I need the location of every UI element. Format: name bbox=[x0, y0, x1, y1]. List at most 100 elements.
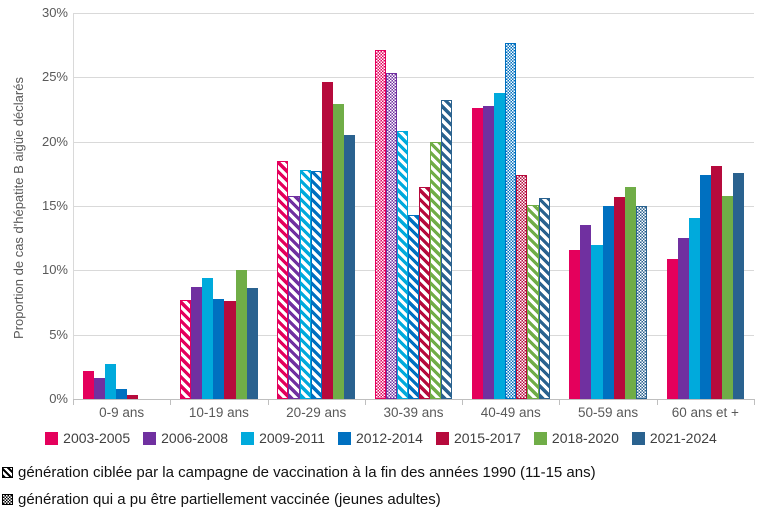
bar-2015-2017-10-19 ans bbox=[224, 301, 236, 399]
y-tick-label: 30% bbox=[41, 5, 68, 20]
bar-2018-2020-20-29 ans bbox=[332, 104, 344, 399]
legend-swatch bbox=[338, 431, 351, 445]
bar-2006-2008-40-49 ans bbox=[483, 105, 495, 399]
y-tick-label: 0% bbox=[49, 391, 68, 406]
y-tick-label: 5% bbox=[49, 326, 68, 342]
legend-label: 2003-2005 bbox=[63, 430, 131, 446]
bar-2009-2011-30-39 ans bbox=[396, 131, 408, 399]
bar-2018-2020-10-19 ans bbox=[235, 270, 247, 399]
diagonal-hatch-icon bbox=[2, 467, 13, 478]
legend-item-2015-2017: 2015-2017 bbox=[435, 430, 521, 446]
x-axis-line bbox=[73, 399, 755, 400]
legend-item-2021-2024: 2021-2024 bbox=[631, 430, 717, 446]
bar-2003-2005-20-29 ans bbox=[277, 160, 289, 399]
x-axis-tick bbox=[73, 400, 74, 405]
y-tick-label: 15% bbox=[41, 198, 68, 213]
bar-2015-2017-50-59 ans bbox=[613, 196, 625, 399]
gridline bbox=[73, 141, 754, 143]
legend-label: 2006-2008 bbox=[161, 430, 229, 446]
bar-2018-2020-30-39 ans bbox=[430, 141, 442, 399]
bar-2009-2011-60 ans et + bbox=[688, 217, 700, 399]
bar-2009-2011-40-49 ans bbox=[494, 92, 506, 399]
legend-item-2012-2014: 2012-2014 bbox=[338, 430, 423, 446]
bar-2012-2014-60 ans et + bbox=[699, 175, 711, 399]
bar-2018-2020-40-49 ans bbox=[527, 204, 539, 399]
bar-2003-2005-60 ans et + bbox=[666, 258, 678, 399]
y-tick-label: 20% bbox=[41, 133, 68, 149]
legend-item-2018-2020: 2018-2020 bbox=[533, 430, 619, 446]
bar-2021-2024-30-39 ans bbox=[441, 100, 453, 399]
bar-2012-2014-20-29 ans bbox=[310, 171, 322, 399]
legend-item-2003-2005: 2003-2005 bbox=[45, 430, 130, 446]
legend-label: 2009-2011 bbox=[259, 430, 325, 446]
bar-2012-2014-30-39 ans bbox=[407, 215, 420, 399]
bar-2009-2011-0-9 ans bbox=[104, 364, 117, 399]
x-category-label: 40-49 ans bbox=[480, 405, 541, 420]
bar-2006-2008-0-9 ans bbox=[93, 378, 105, 399]
footnote: génération qui a pu être partiellement v… bbox=[2, 491, 760, 509]
legend-swatch bbox=[631, 431, 645, 445]
legend-swatch bbox=[241, 431, 255, 445]
legend-label: 2018-2020 bbox=[551, 430, 619, 446]
bar-2021-2024-20-29 ans bbox=[343, 135, 356, 399]
bar-2006-2008-20-29 ans bbox=[288, 195, 300, 399]
legend-item-2006-2008: 2006-2008 bbox=[143, 430, 228, 446]
bar-2012-2014-40-49 ans bbox=[505, 42, 517, 399]
bar-2021-2024-50-59 ans bbox=[635, 206, 647, 399]
bar-2018-2020-50-59 ans bbox=[624, 186, 636, 399]
footnote-text: génération qui a pu être partiellement v… bbox=[18, 491, 441, 508]
bar-2021-2024-60 ans et + bbox=[733, 172, 745, 399]
x-axis-tick bbox=[559, 400, 561, 405]
bar-2006-2008-60 ans et + bbox=[677, 238, 689, 399]
legend: 2003-2005 2006-2008 2009-2011 2012-2014 2015… bbox=[0, 430, 762, 446]
x-category-label: 20-29 ans bbox=[286, 405, 347, 420]
bar-2006-2008-30-39 ans bbox=[385, 73, 397, 399]
legend-swatch bbox=[533, 431, 547, 445]
bar-2015-2017-20-29 ans bbox=[321, 82, 333, 399]
bar-2021-2024-10-19 ans bbox=[246, 288, 258, 399]
bar-2018-2020-60 ans et + bbox=[722, 195, 734, 399]
bar-2006-2008-10-19 ans bbox=[191, 287, 203, 399]
bar-2012-2014-0-9 ans bbox=[116, 388, 128, 399]
x-axis-tick bbox=[170, 400, 172, 405]
y-tick-label: 10% bbox=[41, 262, 68, 278]
bar-2015-2017-60 ans et + bbox=[710, 166, 722, 399]
x-axis-tick bbox=[462, 400, 464, 405]
x-category-label: 0-9 ans bbox=[99, 405, 145, 420]
x-category-label: 50-59 ans bbox=[578, 405, 639, 420]
x-axis-tick bbox=[364, 400, 366, 405]
y-tick-label: 25% bbox=[41, 69, 68, 85]
gridline bbox=[73, 77, 754, 79]
bar-2009-2011-20-29 ans bbox=[299, 169, 311, 399]
gridline bbox=[73, 13, 754, 14]
x-axis-tick bbox=[754, 400, 755, 405]
bar-2003-2005-50-59 ans bbox=[569, 249, 581, 399]
bar-2003-2005-30-39 ans bbox=[374, 50, 386, 399]
bar-2009-2011-10-19 ans bbox=[202, 278, 214, 399]
checker-dots-icon bbox=[2, 494, 13, 505]
bar-2006-2008-50-59 ans bbox=[580, 225, 592, 399]
legend-swatch bbox=[435, 431, 449, 445]
bar-2009-2011-50-59 ans bbox=[591, 244, 603, 399]
bar-2021-2024-40-49 ans bbox=[538, 198, 550, 399]
x-axis-tick bbox=[656, 400, 658, 405]
footnote: génération ciblée par la campagne de vac… bbox=[2, 464, 760, 482]
legend-swatch bbox=[45, 431, 59, 445]
bar-2015-2017-0-9 ans bbox=[127, 395, 139, 399]
x-category-label: 60 ans et + bbox=[671, 405, 739, 420]
gridline bbox=[73, 206, 754, 207]
x-category-label: 30-39 ans bbox=[383, 405, 444, 420]
legend-label: 2021-2024 bbox=[649, 430, 717, 446]
bar-2003-2005-10-19 ans bbox=[180, 299, 192, 399]
footnotes: génération ciblée par la campagne de vac… bbox=[2, 464, 760, 517]
bar-2015-2017-30-39 ans bbox=[419, 186, 431, 399]
legend-item-2009-2011: 2009-2011 bbox=[241, 430, 325, 446]
x-axis-tick bbox=[267, 400, 269, 405]
bar-2003-2005-40-49 ans bbox=[471, 108, 484, 399]
legend-swatch bbox=[143, 431, 157, 445]
bar-2012-2014-10-19 ans bbox=[213, 298, 225, 399]
legend-label: 2015-2017 bbox=[453, 430, 521, 446]
footnote-text: génération ciblée par la campagne de vac… bbox=[18, 464, 596, 481]
bar-2012-2014-50-59 ans bbox=[602, 206, 614, 399]
